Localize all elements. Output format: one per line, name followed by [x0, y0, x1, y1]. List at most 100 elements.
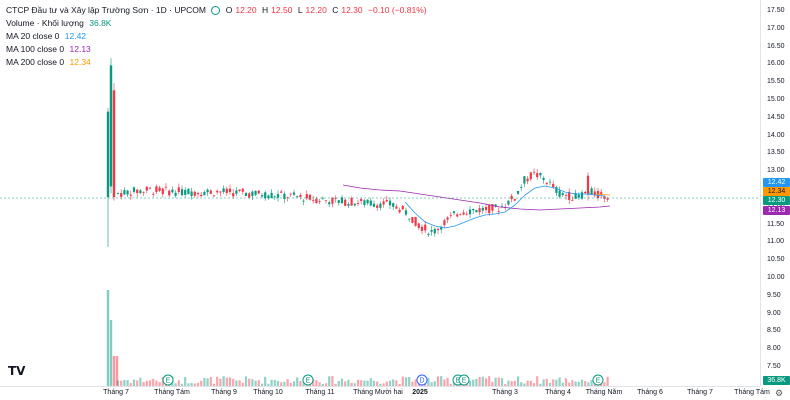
indicator-ma20[interactable]: MA 20 close 0 12.42	[6, 30, 430, 43]
candle-body	[398, 209, 401, 213]
volume-bar	[136, 380, 139, 386]
symbol-title[interactable]: CTCP Đầu tư và Xây lập Trường Sơn · 1D ·…	[6, 5, 206, 15]
time-tick-label: 2025	[412, 389, 428, 396]
indicator-label: MA 20 close 0	[6, 31, 60, 41]
candle-body	[148, 187, 152, 189]
candle-body	[497, 211, 500, 212]
volume-bar	[481, 376, 484, 386]
volume-bar	[414, 379, 417, 386]
price-tick-label: 16.00	[767, 60, 785, 68]
volume-bar	[283, 381, 286, 386]
volume-bar	[228, 377, 232, 386]
volume-bar	[296, 377, 299, 386]
candle-body	[433, 228, 436, 234]
price-tag: 12.13	[763, 206, 790, 215]
candle-body	[228, 188, 232, 192]
event-marker-icon[interactable]: E	[458, 374, 470, 386]
volume-bar	[408, 377, 411, 386]
volume-bar	[264, 376, 267, 386]
indicator-ma100[interactable]: MA 100 close 0 12.13	[6, 43, 430, 56]
event-marker-icon[interactable]: E	[592, 374, 604, 386]
candle-body	[212, 195, 216, 197]
gear-icon[interactable]: ⚙	[775, 388, 784, 398]
volume-bar	[532, 383, 536, 386]
volume-bar	[267, 383, 270, 386]
volume-bar	[212, 383, 216, 386]
volume-bar	[587, 382, 590, 386]
candle-body	[529, 172, 532, 180]
tradingview-logo-icon[interactable]: TV	[8, 364, 26, 378]
candle-body	[216, 190, 219, 193]
candle-body	[561, 193, 564, 195]
candle-body	[232, 193, 235, 197]
time-tick-label: Tháng 7	[103, 389, 129, 396]
volume-bar	[366, 380, 369, 386]
candle-body	[136, 189, 139, 194]
volume-bar	[139, 377, 142, 386]
chart-canvas[interactable]: CTCP Đầu tư và Xây lập Trường Sơn · 1D ·…	[0, 0, 760, 386]
candle-body	[286, 197, 289, 199]
close-label: C	[332, 5, 339, 15]
candle-body	[152, 193, 155, 195]
candle-body	[593, 191, 596, 196]
volume-bar	[177, 380, 180, 386]
candle-body	[414, 216, 417, 226]
volume-bar	[504, 383, 507, 386]
volume-tag: 36.8K	[763, 376, 790, 385]
volume-bar	[590, 380, 593, 386]
volume-bar	[369, 378, 372, 386]
candle-body	[196, 193, 200, 195]
candle-body	[280, 191, 283, 193]
candle-body	[254, 190, 257, 195]
price-tick-label: 11.50	[767, 220, 784, 228]
svg-text:D: D	[419, 378, 424, 385]
volume-bar	[539, 383, 542, 386]
indicator-ma200[interactable]: MA 200 close 0 12.34	[6, 56, 430, 69]
time-tick-label: Tháng 10	[253, 389, 283, 396]
candle-body	[446, 217, 449, 220]
candle-body	[328, 202, 331, 205]
candle-body	[379, 203, 382, 208]
time-axis[interactable]: Tháng 7 Tháng Tám Tháng 9 Tháng 10 Tháng 11 T…	[0, 386, 770, 400]
candle-body	[600, 192, 603, 195]
price-axis[interactable]: 17.50 17.00 16.50 16.00 15.50 15.00 14.50 14.00…	[760, 0, 790, 386]
candle-body	[456, 214, 459, 217]
price-tick-label: 10.00	[767, 274, 785, 281]
low-value: 12.20	[305, 5, 327, 15]
volume-bar	[516, 376, 520, 386]
candle-body	[424, 224, 427, 231]
volume-bar	[120, 380, 123, 386]
symbol-row[interactable]: CTCP Đầu tư và Xây lập Trường Sơn · 1D ·…	[6, 4, 430, 17]
event-marker-icon[interactable]: E	[162, 374, 174, 386]
candle-body	[350, 198, 353, 206]
indicator-volume[interactable]: Volume · Khối lượng 36.8K	[6, 17, 430, 30]
candle-body	[337, 200, 340, 203]
candle-body	[363, 200, 366, 205]
event-marker-icon[interactable]: D	[416, 374, 428, 386]
open-label: O	[225, 5, 233, 15]
volume-bar	[497, 377, 500, 386]
volume-bar	[190, 382, 193, 386]
volume-bar	[238, 380, 241, 386]
candle-body	[356, 203, 360, 205]
time-tick-label: Tháng Năm	[585, 389, 623, 396]
volume-bar	[142, 382, 145, 386]
volume-bar	[584, 381, 587, 386]
volume-bar	[603, 382, 606, 386]
candle-body	[116, 193, 120, 194]
price-tick-label: 14.50	[767, 113, 785, 121]
volume-bar	[232, 378, 235, 386]
price-tag: 12.42	[763, 178, 790, 187]
volume-bar	[555, 379, 558, 386]
candle-body	[225, 188, 228, 193]
event-marker-icon[interactable]: E	[302, 374, 314, 386]
candle-body	[427, 233, 430, 235]
candle-body	[574, 192, 577, 199]
ma200-line	[594, 193, 611, 196]
candle-body	[408, 218, 411, 220]
price-tick-label: 17.00	[767, 24, 785, 32]
candle-body	[299, 195, 302, 197]
price-tick-label: 17.50	[767, 7, 785, 14]
candle-body	[468, 209, 472, 215]
